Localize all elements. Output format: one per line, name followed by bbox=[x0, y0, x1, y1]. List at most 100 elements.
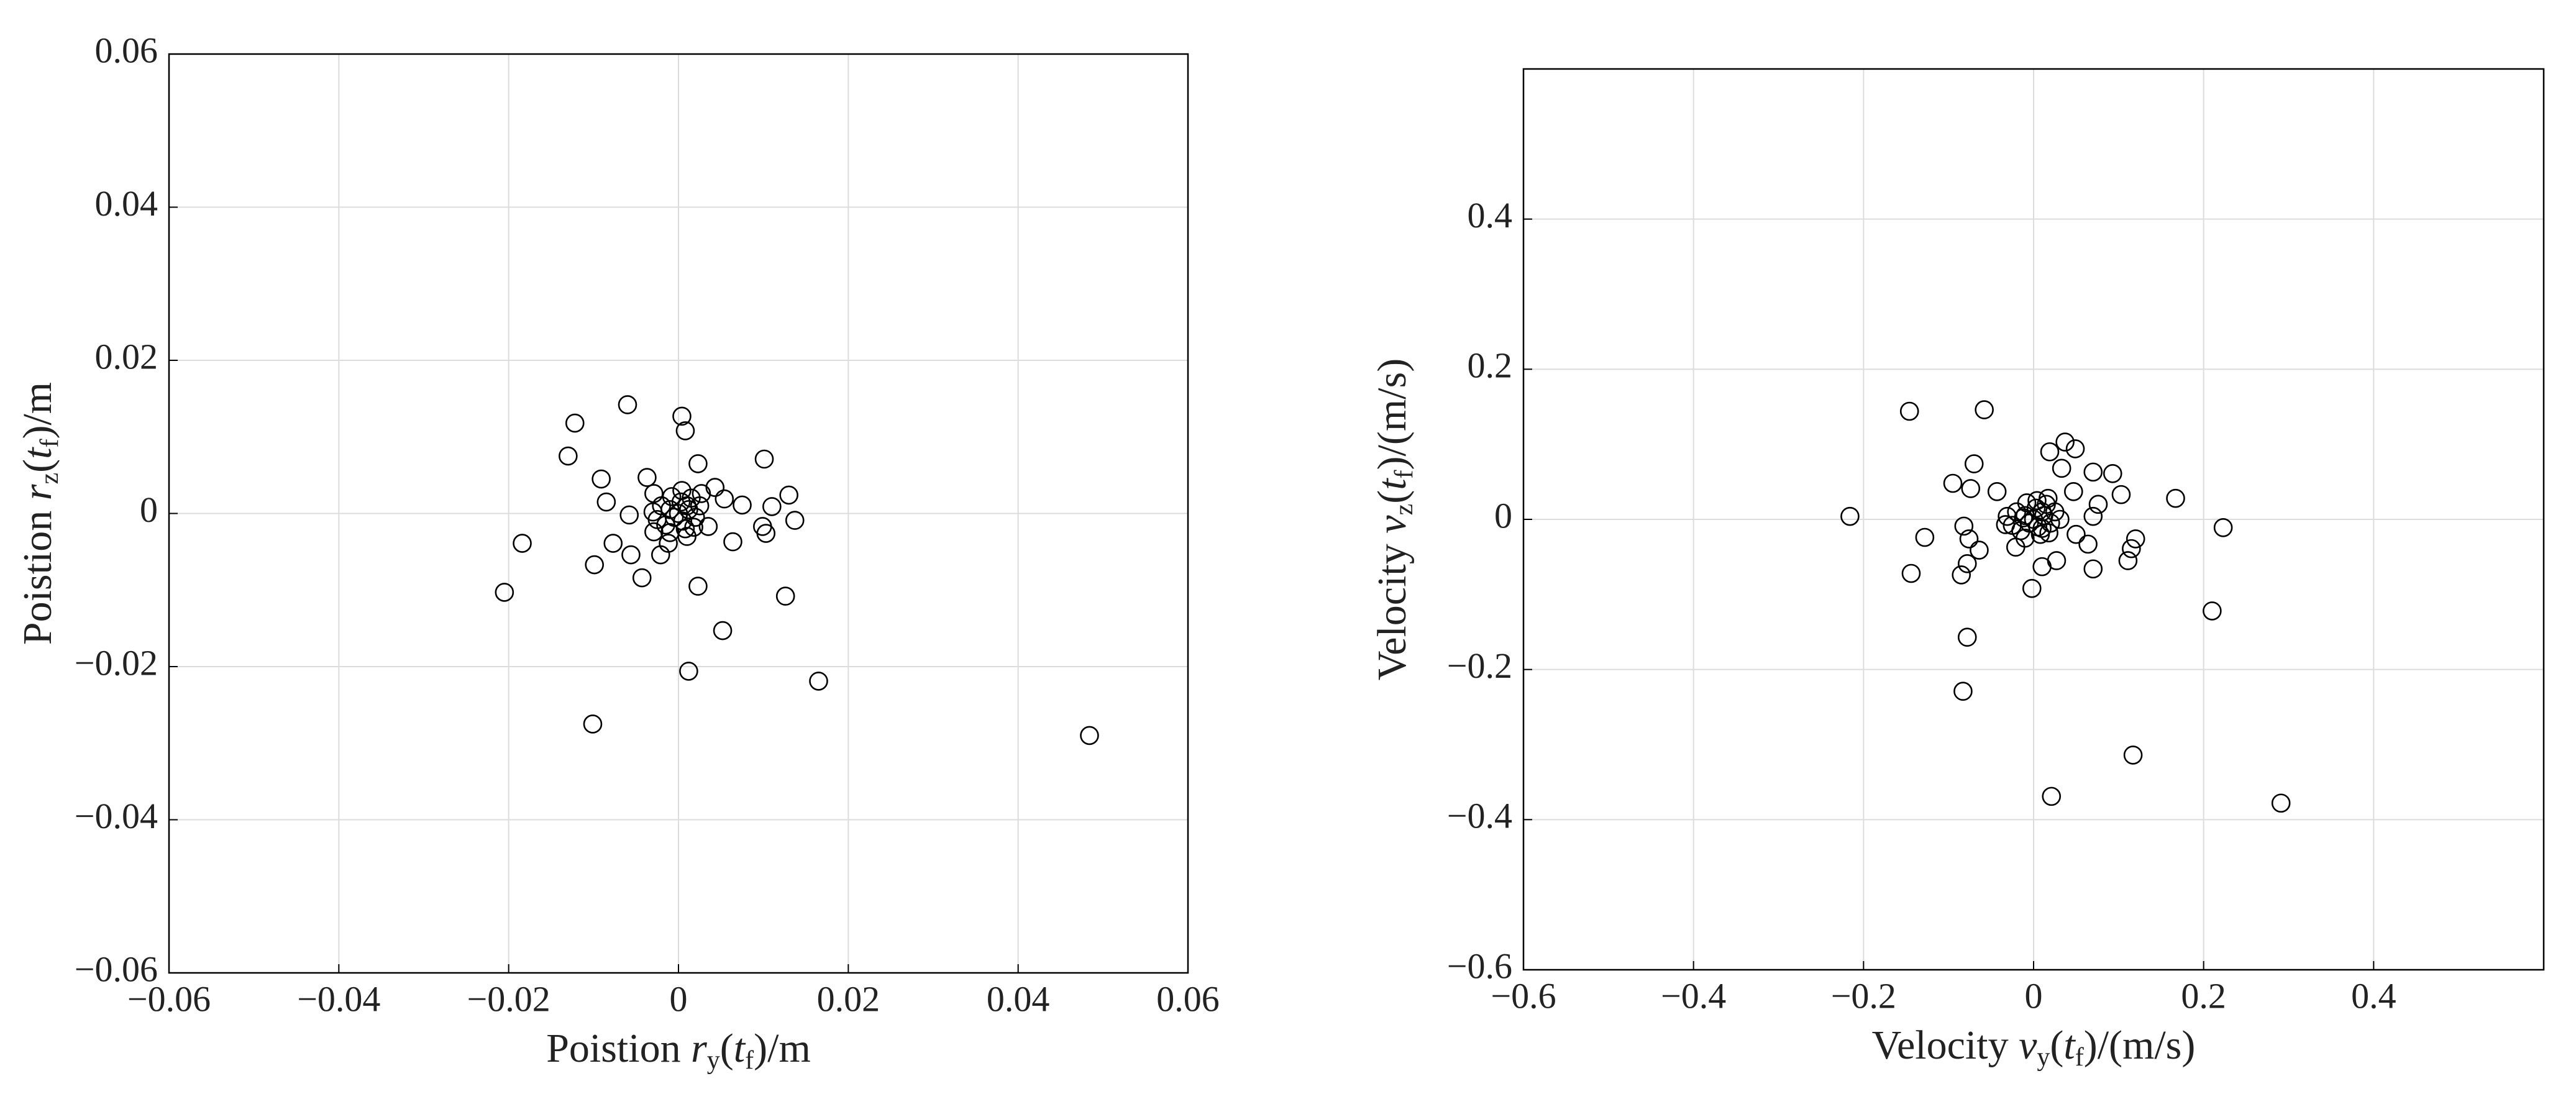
point bbox=[2017, 493, 2037, 513]
y-tick-label: −0.02 bbox=[75, 642, 158, 683]
label-part: ( bbox=[15, 459, 60, 473]
point bbox=[2118, 551, 2138, 570]
label-part: Poistion bbox=[546, 1026, 691, 1071]
point bbox=[2042, 786, 2062, 806]
point bbox=[2083, 506, 2103, 526]
y-tick-label: −0.6 bbox=[1447, 946, 1512, 986]
point bbox=[643, 502, 663, 522]
point bbox=[1943, 473, 1963, 493]
point bbox=[723, 532, 742, 552]
point bbox=[1901, 563, 1921, 583]
point bbox=[705, 478, 725, 497]
y-tick-label: −0.06 bbox=[75, 949, 158, 989]
y-tick-label: −0.4 bbox=[1447, 796, 1512, 836]
label-part: f bbox=[2075, 1043, 2084, 1072]
point bbox=[596, 492, 616, 512]
point bbox=[2088, 495, 2108, 514]
y-tick-label: 0.2 bbox=[1468, 345, 1513, 386]
point bbox=[2064, 481, 2083, 501]
point bbox=[618, 395, 637, 414]
x-tick-label: −0.04 bbox=[297, 978, 380, 1019]
point bbox=[2271, 793, 2291, 813]
point bbox=[686, 508, 705, 527]
point bbox=[632, 568, 652, 588]
point bbox=[1952, 565, 1971, 585]
y-tick-label: 0 bbox=[1494, 495, 1512, 536]
point bbox=[513, 534, 532, 553]
point bbox=[2055, 432, 2075, 452]
point bbox=[672, 481, 692, 500]
point bbox=[1954, 516, 1974, 536]
x-tick-label: 0.06 bbox=[1156, 978, 1220, 1019]
label-part: )/m bbox=[754, 1026, 811, 1071]
point bbox=[2067, 524, 2086, 544]
point bbox=[671, 492, 691, 512]
x-tick-label: 0 bbox=[670, 978, 688, 1019]
point bbox=[1975, 400, 1994, 419]
point bbox=[715, 489, 734, 509]
y-tick-label: 0.02 bbox=[95, 336, 158, 376]
point bbox=[2047, 551, 2067, 570]
point bbox=[2103, 463, 2122, 483]
label-part: t bbox=[734, 1026, 746, 1071]
point bbox=[603, 534, 623, 553]
label-part: f bbox=[1390, 470, 1418, 478]
point bbox=[2040, 442, 2060, 462]
point bbox=[585, 555, 605, 575]
x-tick-label: 0.02 bbox=[817, 978, 880, 1019]
label-part: f bbox=[745, 1046, 754, 1075]
point bbox=[692, 484, 711, 503]
label-part: Velocity bbox=[1369, 534, 1415, 680]
point bbox=[559, 446, 578, 466]
point bbox=[644, 522, 664, 542]
point bbox=[2052, 458, 2071, 478]
point bbox=[619, 505, 639, 525]
point bbox=[754, 449, 774, 469]
point bbox=[756, 524, 776, 543]
point bbox=[1953, 682, 1973, 701]
label-part: )/(m/s) bbox=[1369, 358, 1415, 470]
label-part: f bbox=[35, 439, 64, 448]
label-part: z bbox=[1390, 504, 1418, 516]
y-tick-label: 0 bbox=[140, 490, 158, 530]
point bbox=[2022, 578, 2042, 598]
point bbox=[1840, 506, 1860, 526]
label-part: ( bbox=[2050, 1023, 2063, 1068]
axes-box bbox=[168, 53, 1189, 974]
point bbox=[733, 495, 752, 515]
point bbox=[2016, 528, 2035, 548]
x-axis-label: Poistion ry(tf)/m bbox=[546, 1026, 811, 1075]
point bbox=[2078, 534, 2098, 554]
label-part: t bbox=[1369, 478, 1415, 490]
point bbox=[1957, 554, 1977, 573]
point bbox=[679, 662, 698, 681]
point bbox=[2027, 491, 2047, 511]
point bbox=[1961, 479, 1981, 498]
point bbox=[679, 500, 698, 519]
point bbox=[713, 621, 733, 641]
y-tick-label: 0.04 bbox=[95, 183, 158, 224]
point bbox=[675, 421, 695, 440]
x-tick-label: −0.4 bbox=[1661, 975, 1726, 1016]
point bbox=[1970, 540, 1989, 560]
point bbox=[591, 469, 611, 489]
point bbox=[1964, 454, 1984, 473]
point bbox=[662, 487, 682, 506]
label-part: z bbox=[35, 473, 64, 485]
y-tick-label: 0.06 bbox=[95, 30, 158, 70]
point bbox=[698, 517, 718, 536]
y-axis-label: Velocity vz(tf)/(m/s) bbox=[1369, 358, 1418, 680]
point bbox=[1899, 401, 1919, 421]
point bbox=[1915, 527, 1935, 547]
point bbox=[637, 468, 657, 487]
point bbox=[659, 534, 678, 553]
point bbox=[621, 545, 641, 565]
label-part: t bbox=[2063, 1023, 2076, 1068]
label-part: )/(m/s) bbox=[2084, 1023, 2196, 1068]
label-part: )/m bbox=[15, 382, 60, 439]
x-axis-label: Velocity vy(tf)/(m/s) bbox=[1872, 1023, 2196, 1072]
point bbox=[688, 454, 708, 473]
label-part: Poistion bbox=[15, 500, 60, 645]
point bbox=[677, 527, 697, 546]
